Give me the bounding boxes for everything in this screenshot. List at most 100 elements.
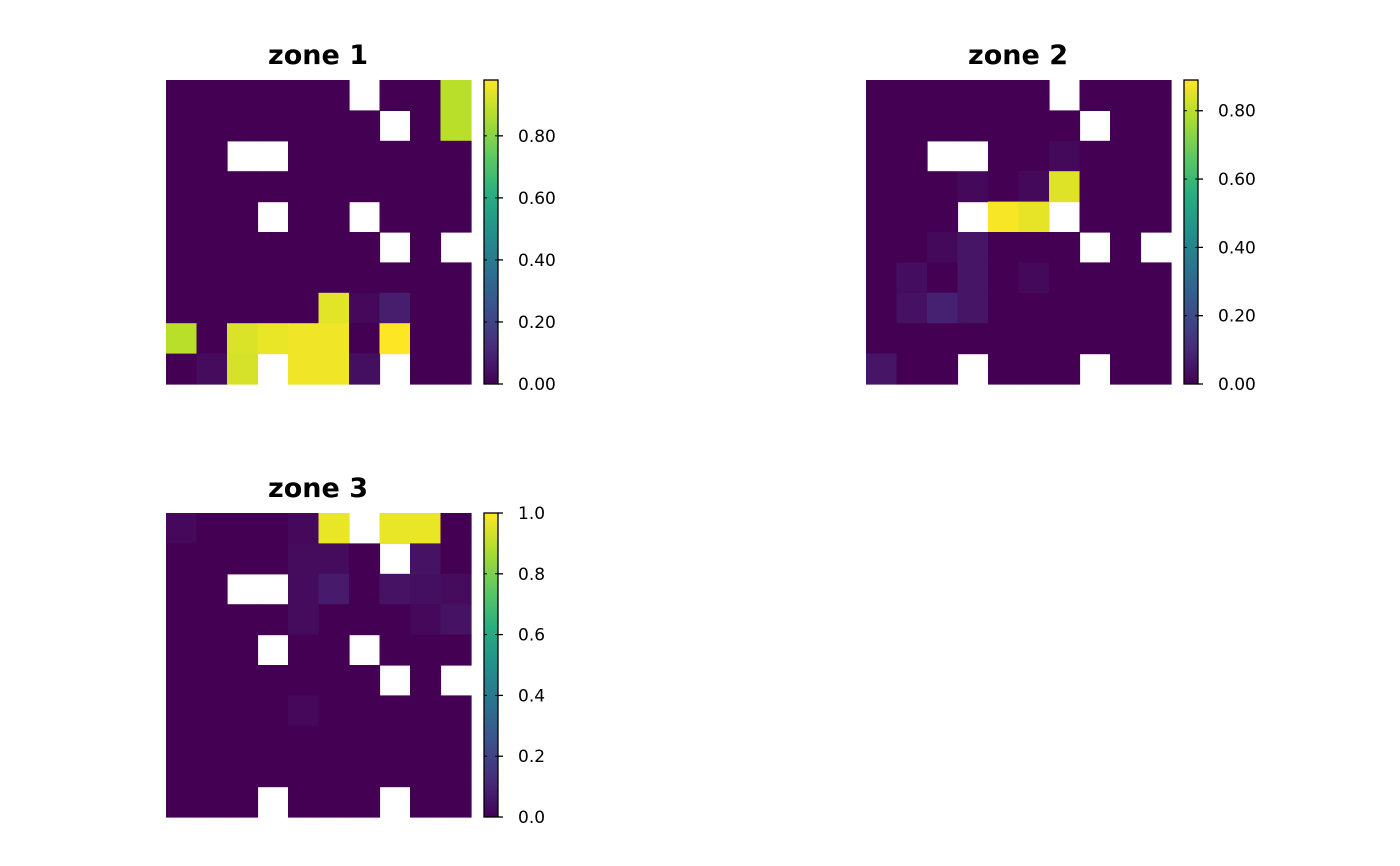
heatmap-cell: [166, 140, 198, 172]
heatmap-cell: [257, 80, 289, 111]
heatmap-cell: [288, 786, 320, 818]
heatmap-cell: [196, 573, 228, 605]
heatmap-cell: [166, 543, 198, 575]
heatmap-cell: [227, 323, 259, 355]
heatmap-cell: [440, 604, 472, 636]
heatmap-cell: [196, 232, 228, 263]
heatmap-cell: [410, 80, 442, 111]
heatmap-cell: [957, 232, 989, 263]
heatmap-cell: [379, 634, 411, 666]
heatmap-cell: [866, 292, 898, 324]
heatmap-cell: [379, 513, 411, 544]
heatmap-cell: [166, 695, 198, 727]
heatmap-cell: [318, 262, 350, 294]
heatmap-cell: [257, 292, 289, 324]
heatmap-cell: [196, 756, 228, 788]
heatmap-cell: [196, 201, 228, 233]
heatmap-cell: [196, 604, 228, 636]
heatmap-cell: [318, 665, 350, 696]
heatmap-cell: [410, 604, 442, 636]
heatmap-cell: [927, 232, 959, 263]
heatmap-cell: [257, 695, 289, 727]
heatmap-cell: [988, 353, 1020, 385]
heatmap-cell: [257, 110, 289, 142]
heatmap-grid: [866, 80, 1172, 385]
colorbar-frame: [483, 512, 499, 818]
heatmap-cell: [988, 232, 1020, 263]
heatmap-cell: [257, 171, 289, 203]
heatmap-cell: [927, 110, 959, 142]
heatmap-cell: [988, 80, 1020, 111]
heatmap-cell: [318, 604, 350, 636]
heatmap-cell: [318, 110, 350, 142]
panel-zone-1: zone 1 0.00 0.20 0.40 0.60 0.80: [166, 40, 556, 395]
heatmap-cell: [318, 201, 350, 233]
heatmap-cell: [318, 171, 350, 203]
colorbar-gradient: [1184, 80, 1198, 384]
heatmap-cell: [410, 543, 442, 575]
heatmap-cell: [927, 292, 959, 324]
heatmap-cell: [1018, 262, 1050, 294]
heatmap-cell: [1079, 262, 1111, 294]
heatmap-cell: [896, 201, 928, 233]
heatmap-cell: [288, 201, 320, 233]
heatmap-cell: [318, 513, 350, 544]
heatmap-cell: [227, 353, 259, 385]
heatmap-cell: [288, 262, 320, 294]
heatmap-cell: [440, 110, 472, 142]
heatmap-cell: [288, 604, 320, 636]
heatmap-cell: [1018, 201, 1050, 233]
heatmap-cell: [227, 292, 259, 324]
heatmap-cell: [1079, 80, 1111, 111]
heatmap-cell: [349, 353, 381, 385]
heatmap-cell: [288, 543, 320, 575]
heatmap-cell: [988, 323, 1020, 355]
heatmap-cell: [257, 232, 289, 263]
heatmap-cell: [288, 756, 320, 788]
heatmap-cell: [1049, 323, 1081, 355]
heatmap-cell: [440, 80, 472, 111]
heatmap-cell: [1140, 262, 1172, 294]
heatmap-cell: [927, 201, 959, 233]
heatmap-cell: [318, 786, 350, 818]
heatmap-cell: [1140, 292, 1172, 324]
heatmap-cell: [257, 604, 289, 636]
colorbar-tick-label: 0.00: [1218, 375, 1256, 395]
heatmap-cell: [1140, 110, 1172, 142]
heatmap-cell: [318, 695, 350, 727]
heatmap-cell: [288, 110, 320, 142]
heatmap-cell: [866, 171, 898, 203]
heatmap-cell: [227, 786, 259, 818]
heatmap-cell: [288, 292, 320, 324]
heatmap-cell: [957, 292, 989, 324]
heatmap-cell: [927, 171, 959, 203]
heatmap-cell: [166, 232, 198, 263]
heatmap-cell: [318, 725, 350, 757]
heatmap-cell: [318, 573, 350, 605]
heatmap-cell: [1018, 110, 1050, 142]
heatmap-cell: [866, 201, 898, 233]
heatmap-cell: [1110, 110, 1142, 142]
panel-zone-3: zone 3 0.0 0.2 0.4 0.6 0.8 1.0: [166, 473, 545, 828]
heatmap-cell: [257, 725, 289, 757]
heatmap-cell: [896, 232, 928, 263]
heatmap-cell: [196, 725, 228, 757]
heatmap-cell: [1049, 171, 1081, 203]
heatmap-cell: [1079, 171, 1111, 203]
colorbar-tick-label: 0.2: [518, 747, 545, 767]
heatmap-cell: [957, 110, 989, 142]
heatmap-cell: [318, 323, 350, 355]
heatmap-cell: [1110, 232, 1142, 263]
heatmap-cell: [196, 171, 228, 203]
heatmap-cell: [196, 80, 228, 111]
heatmap-cell: [288, 513, 320, 544]
heatmap-cell: [379, 171, 411, 203]
heatmap-cell: [318, 756, 350, 788]
heatmap-cell: [166, 262, 198, 294]
heatmap-cell: [288, 171, 320, 203]
heatmap-cell: [227, 80, 259, 111]
colorbar-tick-label: 0.60: [518, 189, 556, 209]
colorbar-gradient: [484, 513, 498, 817]
heatmap-cell: [166, 171, 198, 203]
